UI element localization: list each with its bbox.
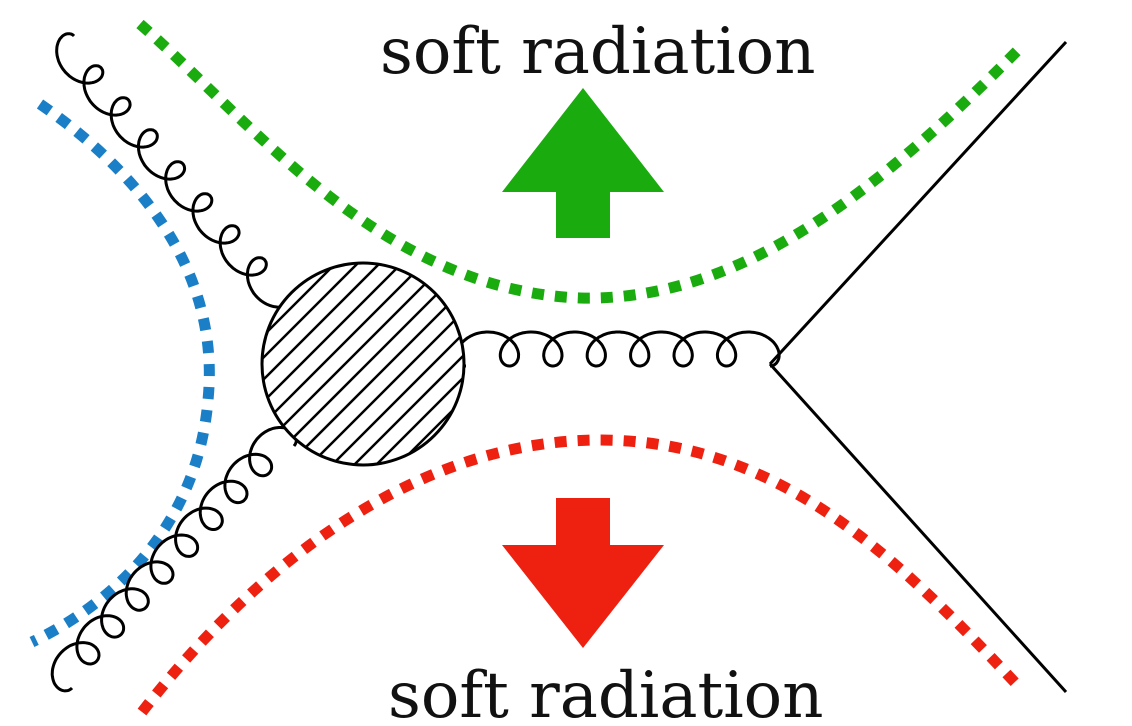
arrow-down-icon	[502, 498, 664, 648]
hatch-line	[262, 263, 276, 465]
internal-gluon	[455, 330, 781, 368]
outgoing-quark-lower	[768, 362, 1068, 694]
hatch-line	[0, 214, 253, 514]
arrow-up-icon-shape	[502, 88, 664, 238]
arrow-down-icon-shape	[502, 498, 664, 648]
arrow-up-icon	[502, 88, 664, 238]
top-label-text: soft radiation	[380, 15, 816, 89]
outgoing-quark-upper	[768, 40, 1068, 366]
left-radiation-boundary	[29, 99, 215, 647]
incoming-gluon-upper	[55, 32, 296, 309]
incoming-gluon-lower	[50, 426, 298, 693]
hatch-line	[436, 263, 464, 465]
upper-radiation-boundary	[136, 19, 1026, 304]
bottom-label-text: soft radiation	[388, 659, 824, 726]
